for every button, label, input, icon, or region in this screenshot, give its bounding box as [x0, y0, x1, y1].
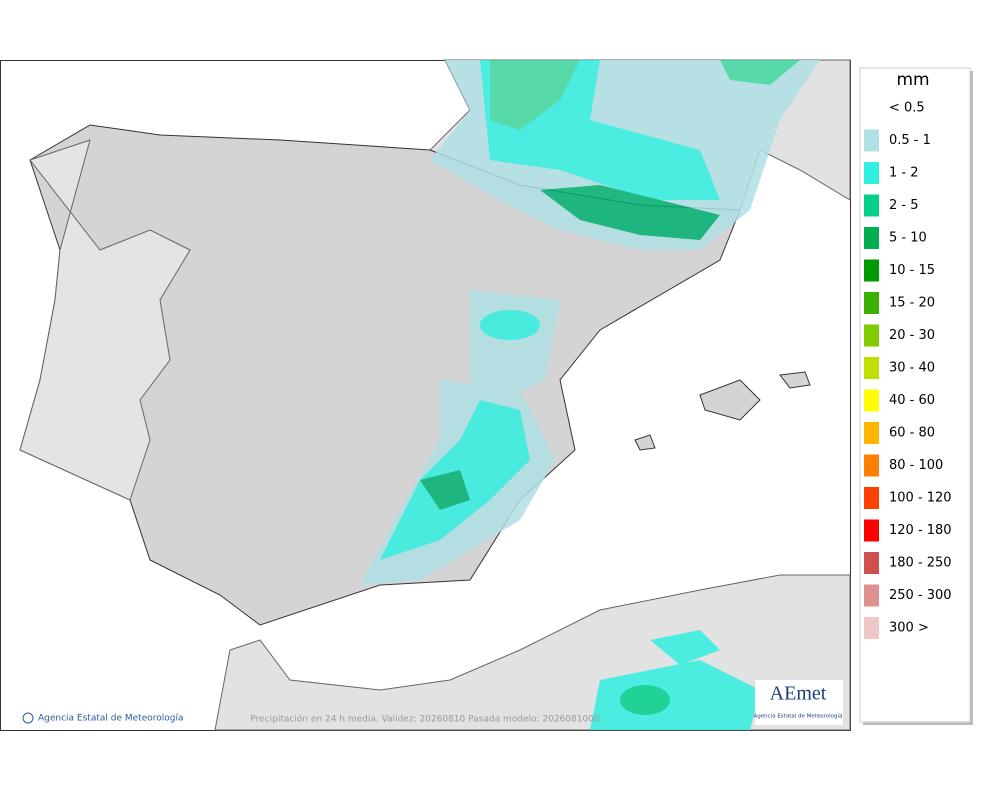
legend-label: 0.5 - 1	[889, 133, 931, 148]
legend-label: 40 - 60	[889, 393, 935, 408]
legend-title: mm	[896, 70, 929, 90]
legend-swatch	[864, 357, 879, 379]
footer: Agencia Estatal de Meteorología Precipit…	[22, 712, 600, 725]
legend-swatch	[864, 324, 879, 347]
legend-swatch	[864, 129, 879, 152]
balearic-islands	[634, 371, 811, 451]
legend-label: 5 - 10	[889, 231, 927, 246]
precip-southeast-5-10	[420, 470, 470, 510]
logo-subtitle: Agencia Estatal de Meteorología	[754, 713, 843, 720]
legend-swatch	[864, 194, 879, 217]
caption: Precipitación en 24 h media. Validez: 20…	[250, 714, 600, 725]
legend-swatch	[864, 584, 879, 607]
legend-label: 2 - 5	[889, 198, 919, 213]
legend-label: 80 - 100	[889, 458, 943, 473]
legend-label: 250 - 300	[889, 588, 952, 603]
portugal	[19, 139, 191, 501]
legend-swatch	[864, 487, 879, 509]
legend-swatch	[864, 552, 879, 574]
precip-pyrenees	[540, 185, 720, 240]
legend-label: 20 - 30	[889, 328, 935, 343]
legend: mm < 0.5 0.5 - 1 1 - 2 2 - 5 5 - 10 10 - 15 15…	[859, 67, 973, 725]
legend-label: 10 - 15	[889, 263, 935, 278]
legend-swatch	[864, 292, 879, 314]
legend-label: 30 - 40	[889, 361, 935, 376]
logo-box	[755, 680, 843, 725]
legend-swatch	[864, 97, 879, 119]
legend-label: 60 - 80	[889, 426, 935, 441]
legend-label: 120 - 180	[889, 523, 952, 538]
legend-swatch	[864, 162, 879, 184]
legend-swatch	[864, 454, 879, 477]
precip-south-2-5	[620, 685, 670, 715]
legend-swatch	[864, 227, 879, 249]
legend-label: 15 - 20	[889, 296, 935, 311]
legend-label: < 0.5	[889, 101, 925, 116]
precip-north-2-5	[490, 60, 800, 130]
legend-swatch	[864, 519, 879, 542]
legend-label: 100 - 120	[889, 491, 952, 506]
copyright-icon	[22, 712, 34, 724]
legend-swatch	[864, 389, 879, 412]
legend-swatch	[864, 259, 879, 282]
legend-label: 300 >	[889, 621, 929, 636]
legend-swatch	[864, 617, 879, 639]
legend-label: 180 - 250	[889, 556, 952, 571]
logo-name: AEmet	[770, 683, 827, 705]
agency-name: Agencia Estatal de Meteorología	[38, 714, 184, 724]
legend-label: 1 - 2	[889, 166, 919, 181]
precip-east-1-2	[480, 310, 540, 340]
logo: AEmet Agencia Estatal de Meteorología	[754, 680, 843, 725]
legend-swatch	[864, 422, 879, 444]
precipitation	[360, 60, 820, 730]
